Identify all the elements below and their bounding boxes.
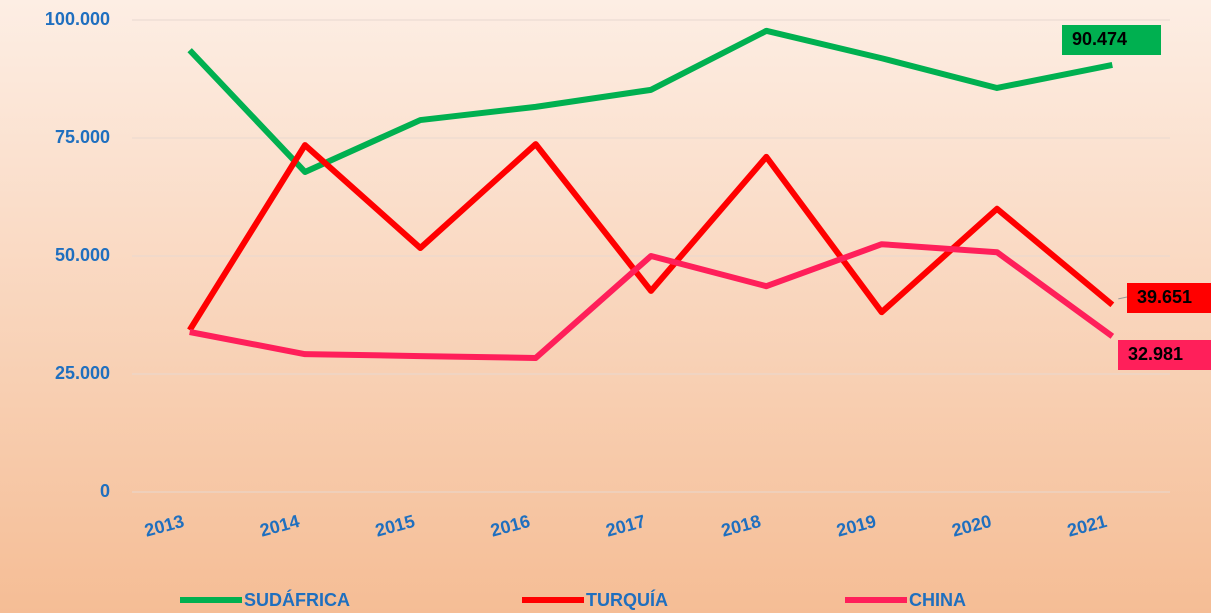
data-label: 90.474 (1072, 29, 1127, 49)
label-box (1118, 340, 1211, 370)
y-tick-label: 100.000 (45, 9, 110, 29)
legend-label: CHINA (909, 590, 966, 610)
legend-label: TURQUÍA (586, 589, 668, 610)
x-tick-label: 2014 (258, 511, 302, 541)
x-tick-label: 2020 (950, 511, 994, 541)
x-tick-label: 2019 (834, 511, 878, 541)
x-tick-label: 2017 (604, 511, 648, 541)
label-box (1062, 25, 1161, 55)
data-label: 32.981 (1128, 344, 1183, 364)
leader-line (1118, 296, 1128, 300)
x-tick-label: 2013 (142, 511, 186, 541)
y-tick-label: 75.000 (55, 127, 110, 147)
y-tick-label: 0 (100, 481, 110, 501)
series-line (187, 141, 1115, 332)
x-tick-label: 2015 (373, 511, 417, 541)
legend-label: SUDÁFRICA (244, 589, 350, 610)
data-label: 39.651 (1137, 287, 1192, 307)
series-line (187, 27, 1113, 175)
x-tick-label: 2018 (719, 511, 763, 541)
x-tick-label: 2021 (1065, 511, 1109, 541)
x-tick-label: 2016 (488, 511, 532, 541)
series-line (189, 241, 1115, 361)
y-tick-label: 25.000 (55, 363, 110, 383)
y-tick-label: 50.000 (55, 245, 110, 265)
label-box (1127, 283, 1211, 313)
